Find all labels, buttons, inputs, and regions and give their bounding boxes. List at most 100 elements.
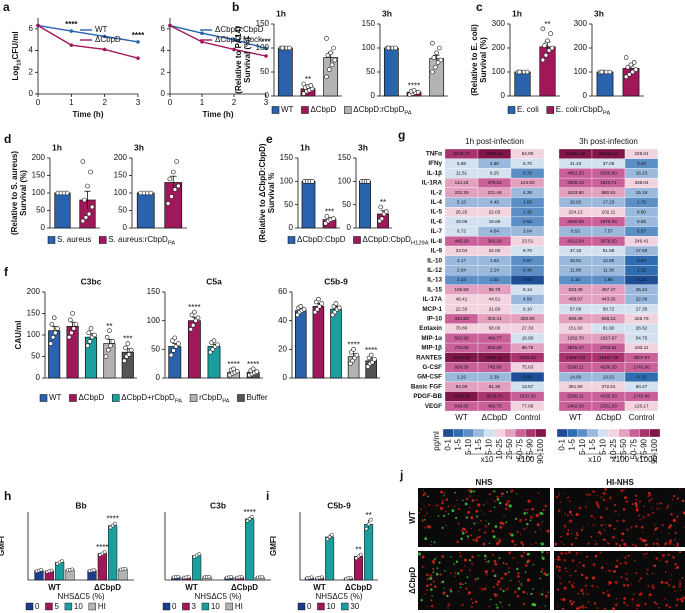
cell-value: 1.79 [637,200,646,205]
y-tick-label: 0 [371,91,376,100]
cell-dot [561,607,565,611]
data-point [169,194,174,199]
data-point [85,343,90,349]
cell-dot [423,505,425,507]
y-tick-label: 50 [36,206,45,215]
significance: **** [188,303,200,312]
cell-dot [442,591,446,595]
cell-dot [542,521,544,523]
cell-dot [587,601,590,604]
data-point [324,36,329,41]
cell-dot [639,518,641,521]
cell-dot [654,527,658,531]
cell-dot [508,551,511,554]
cell-dot [653,601,657,604]
cell-value: 26.62 [636,326,648,331]
cell-dot [494,500,497,503]
cell-dot [444,570,446,572]
cell-dot [635,525,638,528]
cell-value: 51.88 [603,248,615,253]
panel-label: h [4,489,11,503]
cell-dot [653,564,657,568]
cell-dot [646,572,649,575]
cell-value: 1037.50 [519,394,536,399]
cell-value: 3.17 [457,258,466,263]
data-point [80,159,86,164]
legend-label-part: ΔCbpD+rCbpD [121,393,175,402]
cell-dot [475,579,477,581]
cell-dot [681,596,685,600]
cell-dot [429,574,433,577]
data-point [165,201,171,206]
legend-label: 0 [307,602,312,611]
data-point [108,525,113,530]
legend-label-part: WT [49,393,62,402]
cell-dot [480,520,482,522]
cell-dot [599,551,602,554]
cell-dot [426,578,429,581]
cell-value: 2331.09 [600,403,617,408]
row-label: MIP-1β [421,345,442,352]
cell-dot [566,514,569,517]
cell-dot [656,503,659,505]
cell-dot [450,590,453,593]
column-label: WT [455,413,468,422]
cell-dot [560,593,562,595]
legend-swatch [25,602,34,611]
x-tick-label: 1 [200,98,205,107]
cell-value: 1.82 [490,258,499,263]
cell-dot [467,593,469,596]
data-point [211,338,217,344]
cell-dot [666,581,669,585]
cell-dot [619,562,622,565]
legend-swatch [47,236,56,244]
legend-label: E. coli:rCbpDPA [556,105,611,116]
legend-label: ΔCbpD:CbpD [297,235,346,244]
cell-dot [508,604,511,606]
y-tick-label: 150 [114,171,128,180]
cell-dot [541,593,544,596]
subplot-title: 3h [358,142,368,152]
cell-dot [424,593,427,595]
cell-dot [541,589,543,591]
cell-dot [459,569,463,572]
data-point [113,521,117,526]
cell-dot [488,510,490,512]
data-point [229,575,234,579]
cell-dot [661,554,665,557]
colorbar-swatch [618,428,630,438]
colorbar-label: 1-5 [588,438,597,450]
data-point [173,344,179,349]
data-point [193,318,198,323]
cell-dot [576,607,579,611]
cell-dot [681,600,684,603]
cell-value: 8.25 [490,170,499,175]
x-axis-label: Time (h) [73,110,104,119]
cell-dot [442,499,444,502]
cell-dot [656,507,658,510]
cell-dot [558,494,560,496]
cell-dot [635,508,639,512]
cell-dot [441,526,444,529]
cell-value: 956.36 [454,365,468,370]
data-point [171,348,176,353]
data-point [631,60,637,65]
cell-dot [430,599,433,602]
cell-dot [540,542,544,546]
cell-dot [501,577,504,580]
data-point [55,326,60,331]
legend-label-part: E. coli [517,105,539,114]
data-point [324,74,329,80]
cell-value: 46381.36 [566,151,586,156]
cell-dot [541,550,544,554]
micrograph [418,488,550,547]
cell-dot [626,584,630,587]
cell-value: 4.39 [523,190,532,195]
x-axis-label: Time (h) [203,110,234,119]
bar [245,518,255,581]
legend-label: HI [235,602,243,611]
cell-dot [565,552,568,555]
cell-value: 11.36 [603,268,615,273]
cell-dot [430,541,432,543]
cell-value: 3.42 [637,161,646,166]
